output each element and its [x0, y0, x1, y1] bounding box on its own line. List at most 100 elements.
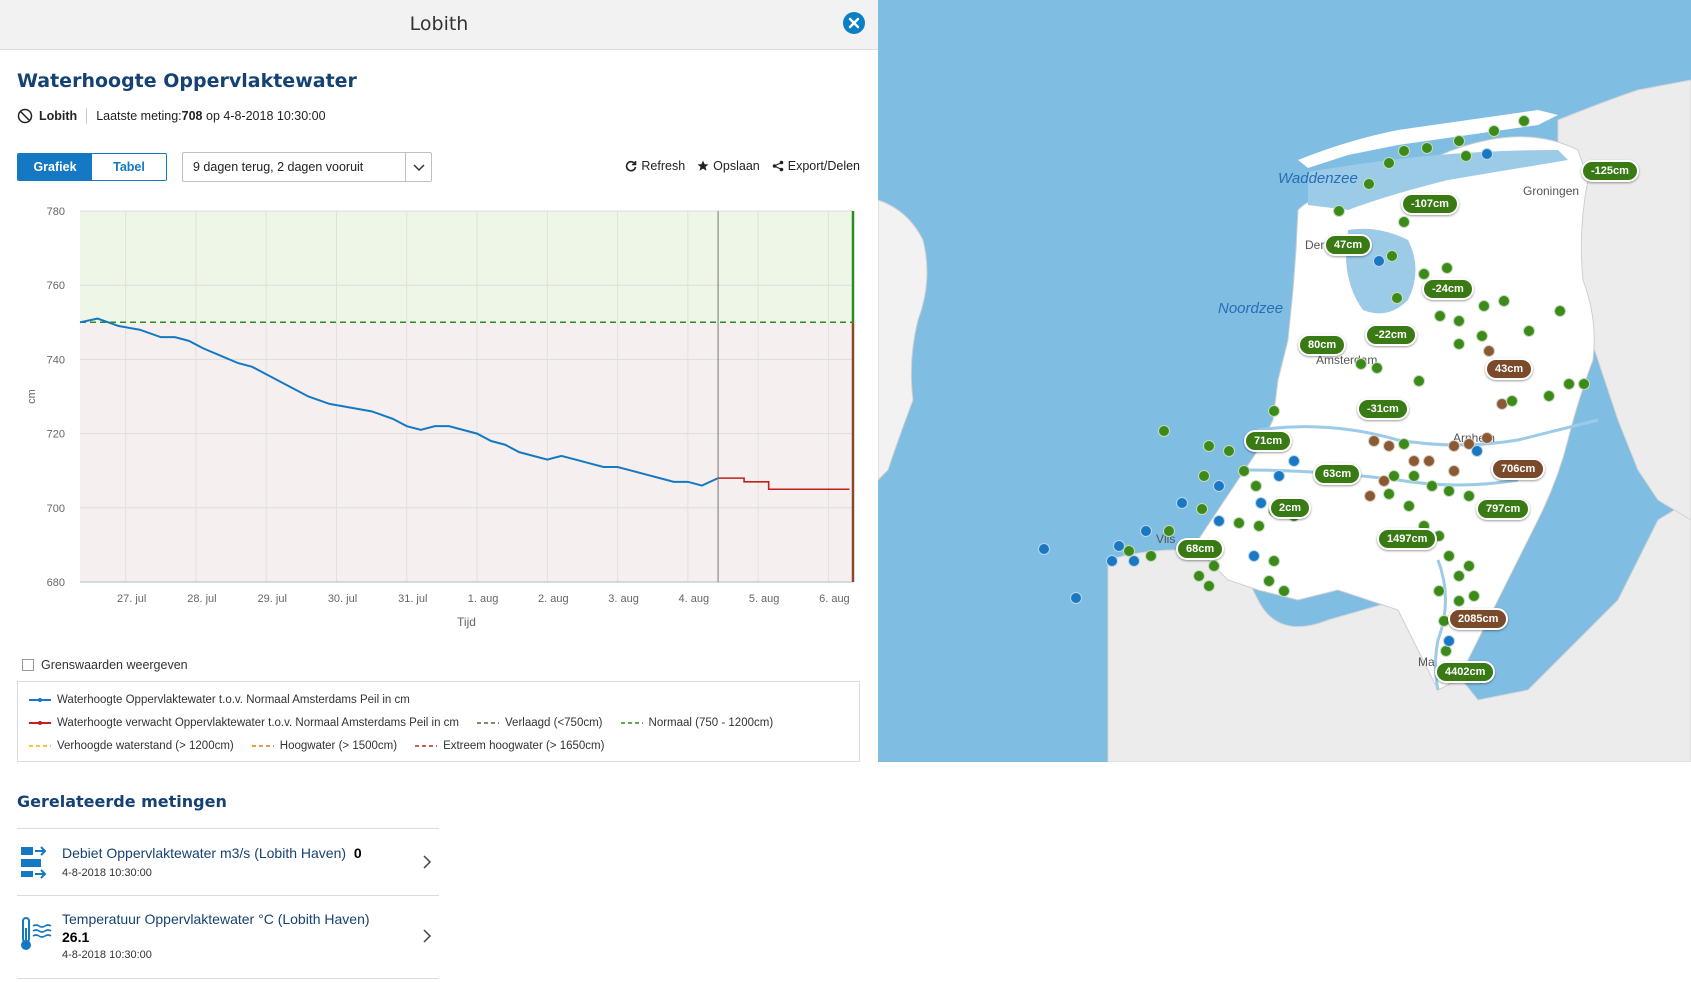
map-station-marker[interactable]	[1208, 560, 1220, 572]
map-value-bubble[interactable]: 4402cm	[1435, 661, 1496, 683]
measured-series-line[interactable]	[79, 317, 719, 487]
map-station-marker[interactable]	[1363, 178, 1375, 190]
legend-normal[interactable]: Normaal (750 - 1200cm)	[620, 717, 773, 729]
map-value-bubble[interactable]: 43cm	[1485, 358, 1534, 380]
map-value-bubble[interactable]: 47cm	[1324, 234, 1373, 256]
close-button[interactable]	[843, 12, 865, 34]
map-station-marker[interactable]	[1233, 517, 1245, 529]
map-station-marker[interactable]	[1398, 438, 1410, 450]
show-limits-checkbox[interactable]	[22, 659, 34, 671]
map-station-marker[interactable]	[1128, 555, 1140, 567]
map-station-marker[interactable]	[1355, 358, 1367, 370]
map-station-marker[interactable]	[1176, 497, 1188, 509]
map-station-marker[interactable]	[1193, 570, 1205, 582]
range-select[interactable]: 9 dagen terug, 2 dagen vooruit	[182, 152, 432, 182]
map-station-marker[interactable]	[1418, 268, 1430, 280]
refresh-button[interactable]: Refresh	[625, 159, 685, 173]
map-station-marker[interactable]	[1163, 525, 1175, 537]
map-station-marker[interactable]	[1481, 148, 1493, 160]
map-station-marker[interactable]	[1453, 570, 1465, 582]
map-station-marker[interactable]	[1413, 375, 1425, 387]
map-station-marker[interactable]	[1248, 550, 1260, 562]
map-station-marker[interactable]	[1476, 330, 1488, 342]
map-value-bubble[interactable]: -22cm	[1365, 324, 1417, 346]
map-station-marker[interactable]	[1498, 295, 1510, 307]
map-value-bubble[interactable]: -125cm	[1581, 160, 1639, 182]
map-station-marker[interactable]	[1371, 362, 1383, 374]
map-station-marker[interactable]	[1453, 135, 1465, 147]
legend-raised[interactable]: Verhoogde waterstand (> 1200cm)	[29, 740, 234, 752]
legend-forecast[interactable]: Waterhoogte verwacht Oppervlaktewater t.…	[29, 717, 459, 729]
map-station-marker[interactable]	[1145, 550, 1157, 562]
map-value-bubble[interactable]: 797cm	[1476, 498, 1531, 520]
map-value-bubble[interactable]: 63cm	[1313, 463, 1362, 485]
map-station-marker[interactable]	[1426, 480, 1438, 492]
share-button[interactable]: Export/Delen	[772, 159, 860, 173]
map-value-bubble[interactable]: 2cm	[1269, 497, 1312, 519]
map-station-marker[interactable]	[1213, 515, 1225, 527]
map-station-marker[interactable]	[1453, 338, 1465, 350]
map-station-marker[interactable]	[1386, 250, 1398, 262]
legend-measured[interactable]: Waterhoogte Oppervlaktewater t.o.v. Norm…	[29, 694, 410, 706]
map-station-marker[interactable]	[1448, 465, 1460, 477]
map-value-bubble[interactable]: -31cm	[1357, 398, 1409, 420]
map-station-marker[interactable]	[1443, 485, 1455, 497]
map-value-bubble[interactable]: 706cm	[1491, 458, 1546, 480]
map-station-marker[interactable]	[1433, 585, 1445, 597]
map-station-marker[interactable]	[1238, 465, 1250, 477]
map-station-marker[interactable]	[1263, 575, 1275, 587]
map-station-marker[interactable]	[1554, 305, 1566, 317]
map-value-bubble[interactable]: 68cm	[1176, 538, 1225, 560]
map-station-marker[interactable]	[1523, 325, 1535, 337]
map-station-marker[interactable]	[1158, 425, 1170, 437]
map-value-bubble[interactable]: -24cm	[1422, 278, 1474, 300]
save-button[interactable]: Opslaan	[697, 159, 760, 173]
range-select-arrow[interactable]	[405, 153, 431, 181]
map-station-marker[interactable]	[1373, 255, 1385, 267]
map-station-marker[interactable]	[1478, 300, 1490, 312]
map-station-marker[interactable]	[1268, 405, 1280, 417]
map-station-marker[interactable]	[1198, 470, 1210, 482]
map-value-bubble[interactable]: -107cm	[1401, 193, 1459, 215]
map-station-marker[interactable]	[1463, 490, 1475, 502]
forecast-series-line[interactable]	[718, 477, 850, 491]
map-station-marker[interactable]	[1106, 555, 1118, 567]
map-station-marker[interactable]	[1423, 455, 1435, 467]
map-value-bubble[interactable]: 80cm	[1298, 334, 1347, 356]
map-value-bubble[interactable]: 1497cm	[1377, 528, 1438, 550]
map-station-marker[interactable]	[1563, 378, 1575, 390]
map-station-marker[interactable]	[1288, 455, 1300, 467]
tab-tabel[interactable]: Tabel	[92, 154, 166, 180]
map-station-marker[interactable]	[1408, 470, 1420, 482]
map-station-marker[interactable]	[1070, 592, 1082, 604]
map-station-marker[interactable]	[1268, 555, 1280, 567]
map-station-marker[interactable]	[1378, 475, 1390, 487]
map-station-marker[interactable]	[1453, 595, 1465, 607]
map-station-marker[interactable]	[1443, 550, 1455, 562]
map-station-marker[interactable]	[1463, 560, 1475, 572]
map-station-marker[interactable]	[1113, 540, 1125, 552]
map-station-marker[interactable]	[1434, 310, 1446, 322]
map-station-marker[interactable]	[1213, 480, 1225, 492]
legend-extreme[interactable]: Extreem hoogwater (> 1650cm)	[415, 740, 604, 752]
map-station-marker[interactable]	[1443, 635, 1455, 647]
map-station-marker[interactable]	[1383, 488, 1395, 500]
map-station-marker[interactable]	[1518, 115, 1530, 127]
map-station-marker[interactable]	[1255, 497, 1267, 509]
map-station-marker[interactable]	[1460, 150, 1472, 162]
map-station-marker[interactable]	[1203, 580, 1215, 592]
tab-grafiek[interactable]: Grafiek	[18, 154, 92, 180]
map-station-marker[interactable]	[1273, 470, 1285, 482]
map-value-bubble[interactable]: 2085cm	[1448, 608, 1509, 630]
legend-lowered[interactable]: Verlaagd (<750cm)	[477, 717, 603, 729]
map-value-bubble[interactable]: 71cm	[1244, 430, 1293, 452]
map-station-marker[interactable]	[1481, 432, 1493, 444]
map-station-marker[interactable]	[1038, 543, 1050, 555]
map-station-marker[interactable]	[1333, 205, 1345, 217]
map-station-marker[interactable]	[1278, 585, 1290, 597]
map-station-marker[interactable]	[1543, 390, 1555, 402]
map-station-marker[interactable]	[1488, 125, 1500, 137]
map-station-marker[interactable]	[1398, 216, 1410, 228]
map-station-marker[interactable]	[1506, 395, 1518, 407]
map-view[interactable]: Waddenzee Noordzee Groningen Amsterdam D…	[878, 0, 1691, 762]
